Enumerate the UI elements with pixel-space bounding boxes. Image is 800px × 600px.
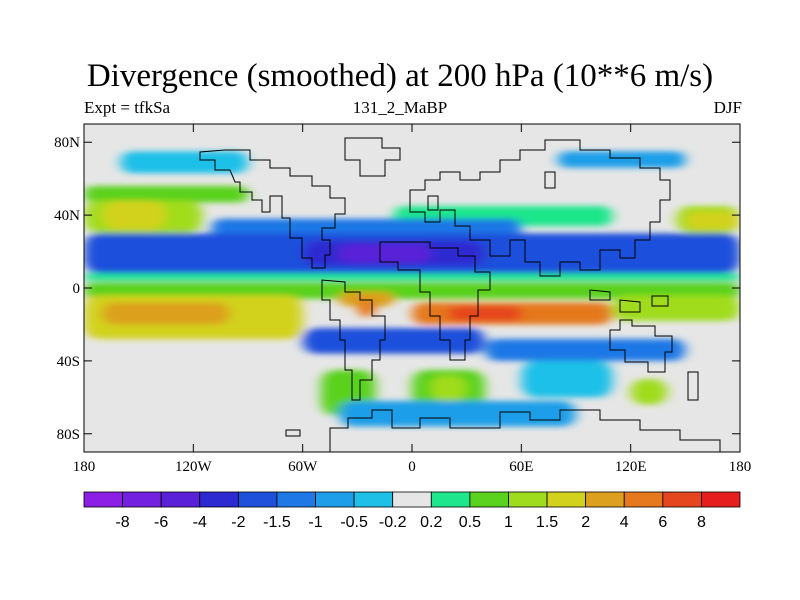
y-tick-label-4: 80S xyxy=(57,427,80,443)
field-band-13 xyxy=(84,282,740,299)
colorbar-label-14: 6 xyxy=(658,514,667,531)
x-tick-label-1: 120W xyxy=(175,459,213,475)
field-band-27 xyxy=(339,400,576,427)
x-tick-label-5: 120E xyxy=(615,459,647,475)
colorbar-label-15: 8 xyxy=(697,514,706,531)
field-band-24 xyxy=(430,375,467,401)
colorbar-label-1: -6 xyxy=(154,514,168,531)
field-band-2 xyxy=(84,185,248,203)
x-tick-label-0: 180 xyxy=(73,459,96,475)
colorbar-label-3: -2 xyxy=(231,514,245,531)
colorbar-swatch-16 xyxy=(701,491,741,508)
colorbar-label-12: 2 xyxy=(581,514,590,531)
colorbar-swatch-12 xyxy=(546,491,587,508)
y-tick-label-0: 80N xyxy=(54,135,80,151)
colorbar-label-0: -8 xyxy=(115,514,129,531)
field-band-19 xyxy=(448,306,522,321)
season-label: DJF xyxy=(713,98,742,117)
x-tick-label-3: 0 xyxy=(408,459,416,475)
colorbar-label-7: -0.2 xyxy=(379,514,407,531)
colorbar-swatch-5 xyxy=(276,491,316,508)
field-band-11 xyxy=(339,244,431,263)
field-band-1 xyxy=(557,151,686,168)
field-band-21 xyxy=(302,328,485,354)
run-label: 131_2_MaBP xyxy=(352,98,448,117)
colorbar-swatch-4 xyxy=(237,491,278,508)
y-tick-label-2: 0 xyxy=(73,281,81,297)
colorbar-label-6: -0.5 xyxy=(340,514,368,531)
colorbar-swatch-0 xyxy=(83,491,123,508)
field-band-20 xyxy=(612,295,740,321)
colorbar-swatch-3 xyxy=(199,491,239,508)
colorbar-label-8: 0.2 xyxy=(420,514,442,531)
coastlines xyxy=(199,137,721,452)
experiment-label: Expt = tfkSa xyxy=(84,98,171,117)
colorbar-swatch-13 xyxy=(585,491,625,508)
colorbar-swatch-15 xyxy=(662,491,702,508)
colorbar-label-9: 0.5 xyxy=(459,514,481,531)
x-tick-label-6: 180 xyxy=(729,459,752,475)
colorbar-swatch-7 xyxy=(353,491,394,508)
y-tick-label-1: 40N xyxy=(54,208,80,224)
field-band-17 xyxy=(357,298,376,318)
colorbar-swatch-11 xyxy=(508,491,548,508)
field-band-4 xyxy=(102,200,166,230)
x-tick-label-2: 60W xyxy=(288,459,318,475)
colorbar-label-10: 1 xyxy=(504,514,513,531)
colorbar-label-11: 1.5 xyxy=(536,514,558,531)
colorbar-swatch-9 xyxy=(430,491,471,508)
field-band-0 xyxy=(120,151,248,174)
colorbar-swatch-6 xyxy=(315,491,355,508)
field-band-22 xyxy=(484,339,686,361)
colorbar: -8 -6 -4 -2 -1.5 -1 -0.5 -0.2 0.2 0.5 1 1.5 2 4 6 8 xyxy=(83,491,741,531)
colorbar-swatch-1 xyxy=(122,491,162,508)
colorbar-label-13: 4 xyxy=(620,514,629,531)
colorbar-swatch-2 xyxy=(160,491,201,508)
field-band-15 xyxy=(102,302,230,325)
y-tick-label-3: 40S xyxy=(57,354,80,370)
divergence-field xyxy=(84,151,740,427)
colorbar-label-2: -4 xyxy=(193,514,207,531)
colorbar-label-5: -1 xyxy=(308,514,322,531)
field-band-28 xyxy=(630,379,668,405)
field-band-26 xyxy=(521,360,613,398)
field-band-6 xyxy=(685,211,740,230)
axis-ticks: 180 120W 60W 0 60E 120E 180 80N 40N 0 40S 80S xyxy=(54,124,751,475)
chart-title: Divergence (smoothed) at 200 hPa (10**6 … xyxy=(86,58,714,94)
colorbar-label-4: -1.5 xyxy=(263,514,291,531)
field-band-8 xyxy=(211,218,522,237)
colorbar-swatch-14 xyxy=(623,491,664,508)
field-band-12 xyxy=(84,273,740,281)
x-tick-label-4: 60E xyxy=(509,459,533,475)
colorbar-swatch-8 xyxy=(392,491,432,508)
colorbar-swatch-10 xyxy=(469,491,509,508)
